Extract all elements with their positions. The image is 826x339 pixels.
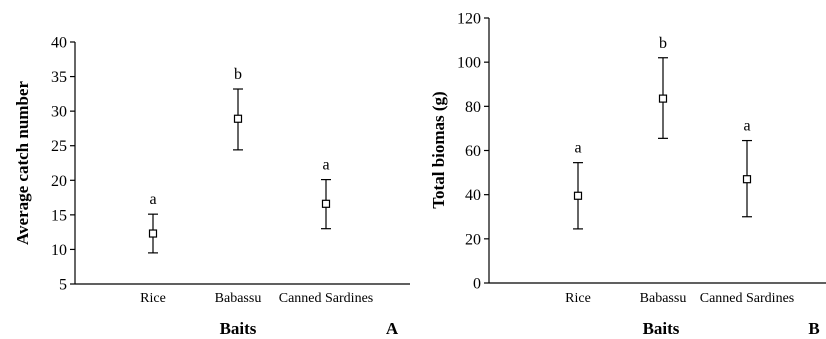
y-tick-label: 60: [465, 143, 481, 160]
y-tick-label: 100: [457, 55, 481, 72]
x-axis-label: Baits: [220, 319, 257, 338]
y-tick-label: 30: [51, 104, 67, 121]
panel-label: B: [808, 319, 819, 338]
data-point-marker: [148, 229, 158, 238]
data-point-marker: [742, 175, 752, 184]
x-categories: Rice Babassu Canned Sardines: [140, 291, 373, 306]
y-tick-label: 20: [465, 231, 481, 248]
y-tick-label: 10: [51, 242, 67, 259]
y-tick-label: 40: [51, 35, 67, 52]
y-tick-label: 25: [51, 138, 67, 155]
significance-letter: a: [574, 140, 581, 157]
panel-label: A: [386, 319, 399, 338]
significance-letter: b: [234, 66, 242, 83]
y-ticks: 0 20 40 60 80 100 120: [457, 11, 489, 293]
x-categories: Rice Babassu Canned Sardines: [565, 291, 794, 306]
significance-letter: a: [322, 157, 329, 174]
y-tick-label: 15: [51, 207, 67, 224]
x-category-label: Rice: [140, 291, 166, 306]
y-axis-label: Average catch number: [13, 81, 32, 245]
data-point-marker: [233, 114, 243, 123]
chart-a: 5 10 15 20 25 30 35 40 Rice Babassu Canned Sardin…: [13, 35, 410, 338]
significance-letter: b: [659, 35, 667, 52]
significance-letter: a: [743, 118, 750, 135]
y-tick-label: 80: [465, 99, 481, 116]
y-ticks: 5 10 15 20 25 30 35 40: [51, 35, 75, 294]
x-axis-label: Baits: [643, 319, 680, 338]
y-tick-label: 0: [473, 276, 481, 293]
data-points: a b a: [573, 35, 752, 230]
chart-b: 0 20 40 60 80 100 120 Rice Babassu Canned Sardin…: [429, 11, 826, 338]
y-tick-label: 40: [465, 187, 481, 204]
data-point-marker: [573, 191, 583, 200]
data-points: a b a: [148, 66, 331, 254]
x-category-label: Canned Sardines: [279, 291, 373, 306]
y-tick-label: 35: [51, 69, 67, 86]
x-category-label: Rice: [565, 291, 591, 306]
data-point-marker: [321, 199, 331, 208]
y-tick-label: 120: [457, 11, 481, 28]
x-category-label: Babassu: [640, 291, 687, 306]
x-category-label: Babassu: [215, 291, 262, 306]
y-tick-label: 5: [59, 277, 67, 294]
x-category-label: Canned Sardines: [700, 291, 794, 306]
data-point-marker: [658, 94, 668, 103]
y-tick-label: 20: [51, 173, 67, 190]
significance-letter: a: [149, 191, 156, 208]
y-axis-label: Total biomas (g): [429, 91, 448, 208]
